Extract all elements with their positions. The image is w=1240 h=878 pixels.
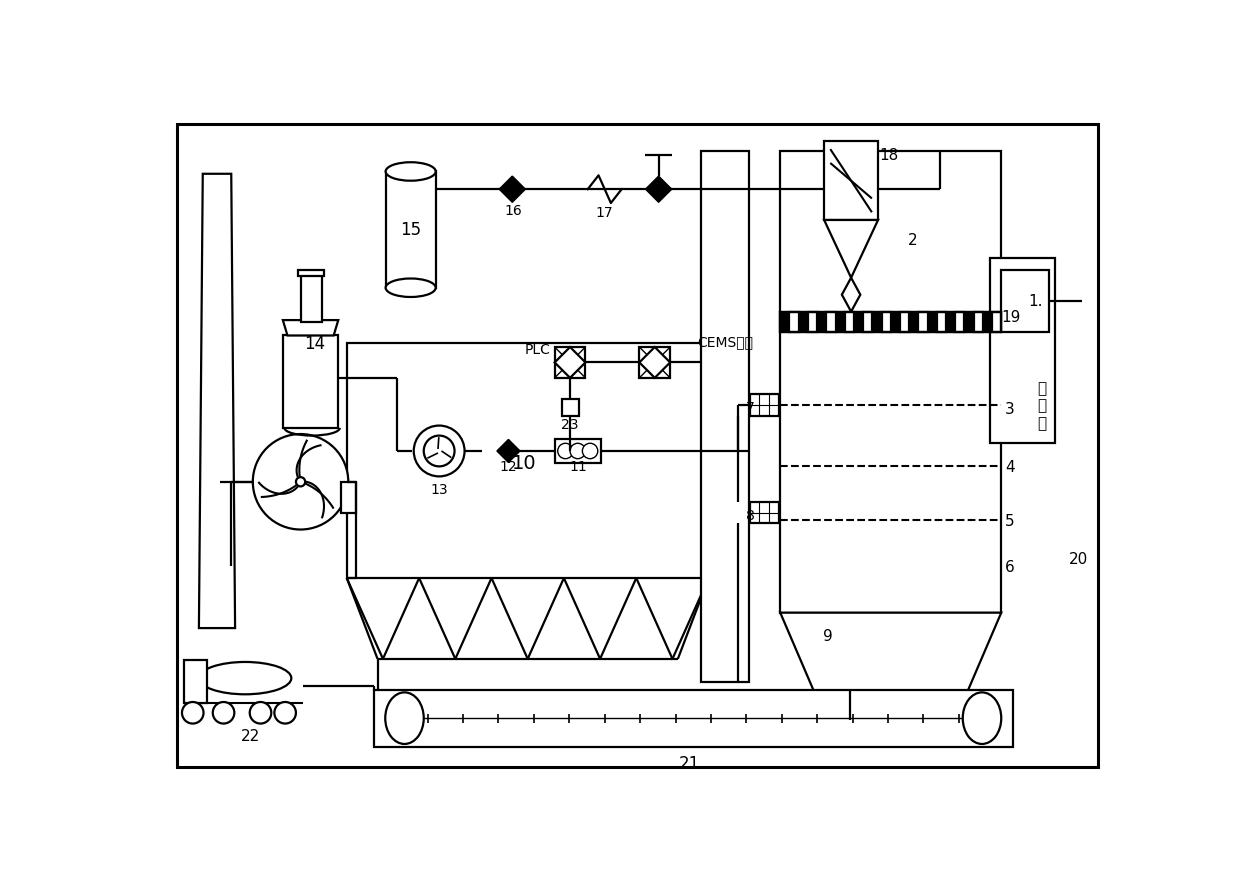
Bar <box>825 142 878 220</box>
Text: 14: 14 <box>304 335 325 353</box>
Bar <box>990 259 1055 443</box>
Polygon shape <box>283 320 339 336</box>
Bar <box>919 313 928 332</box>
Bar <box>826 313 836 332</box>
Text: 4: 4 <box>1006 459 1014 474</box>
Polygon shape <box>825 220 878 278</box>
Text: 7: 7 <box>745 400 754 414</box>
Bar <box>936 313 946 332</box>
Bar <box>992 313 1001 332</box>
Circle shape <box>253 435 348 530</box>
Text: 5: 5 <box>1006 514 1014 529</box>
Bar <box>562 399 579 416</box>
Circle shape <box>182 702 203 723</box>
Bar <box>973 313 983 332</box>
Text: 15: 15 <box>401 221 422 239</box>
Bar <box>808 313 817 332</box>
Bar <box>386 172 436 288</box>
Bar <box>300 275 322 322</box>
Text: 19: 19 <box>1001 309 1021 324</box>
Circle shape <box>414 426 465 477</box>
Polygon shape <box>198 175 236 629</box>
Bar <box>882 313 890 332</box>
Bar <box>844 313 854 332</box>
Text: PLC: PLC <box>525 343 551 357</box>
Text: 9: 9 <box>823 629 833 644</box>
Text: CEMS数据: CEMS数据 <box>697 335 753 349</box>
Bar <box>900 313 909 332</box>
Bar <box>341 482 356 513</box>
Circle shape <box>274 702 296 723</box>
Polygon shape <box>500 176 512 203</box>
Text: 净
烟
气: 净 烟 气 <box>1038 380 1047 430</box>
Bar <box>750 394 780 416</box>
Text: 1.: 1. <box>1028 294 1043 309</box>
Circle shape <box>583 443 598 459</box>
Text: 13: 13 <box>430 483 448 497</box>
Text: 16: 16 <box>505 204 522 218</box>
Polygon shape <box>658 176 672 203</box>
Text: 8: 8 <box>745 508 754 522</box>
Polygon shape <box>640 348 670 378</box>
Bar <box>184 660 207 703</box>
Ellipse shape <box>386 693 424 745</box>
Polygon shape <box>842 278 861 313</box>
Text: 17: 17 <box>595 206 613 220</box>
Circle shape <box>570 443 585 459</box>
Polygon shape <box>508 440 520 463</box>
Bar <box>640 348 670 378</box>
Ellipse shape <box>962 693 1001 745</box>
Bar <box>1001 270 1049 332</box>
Polygon shape <box>646 176 658 203</box>
Text: 23: 23 <box>562 418 579 432</box>
Bar <box>347 344 708 579</box>
Text: 20: 20 <box>1069 551 1087 566</box>
Text: 3: 3 <box>1006 401 1014 417</box>
Circle shape <box>424 436 455 467</box>
Text: 21: 21 <box>678 754 701 772</box>
Text: 6: 6 <box>1006 559 1014 574</box>
Text: 12: 12 <box>500 460 517 474</box>
Circle shape <box>213 702 234 723</box>
Bar <box>955 313 965 332</box>
Bar <box>780 313 1001 332</box>
Polygon shape <box>554 348 585 378</box>
Circle shape <box>296 478 305 486</box>
Bar <box>863 313 872 332</box>
Text: 18: 18 <box>879 148 898 162</box>
Bar <box>780 152 1001 613</box>
Bar <box>554 348 585 378</box>
Bar <box>701 152 749 682</box>
Bar <box>790 313 799 332</box>
Bar <box>299 270 325 277</box>
Ellipse shape <box>386 163 435 182</box>
Polygon shape <box>497 440 508 463</box>
Bar <box>554 440 601 463</box>
Circle shape <box>249 702 272 723</box>
Text: 22: 22 <box>241 729 260 744</box>
Text: 10: 10 <box>512 454 536 472</box>
Ellipse shape <box>198 662 291 694</box>
Bar <box>780 313 1001 332</box>
Polygon shape <box>780 613 1001 721</box>
Bar <box>373 690 1013 747</box>
Text: 2: 2 <box>908 233 918 248</box>
Circle shape <box>558 443 573 459</box>
Polygon shape <box>512 176 526 203</box>
Bar <box>283 336 339 428</box>
Bar <box>750 502 780 524</box>
Text: 11: 11 <box>569 460 588 474</box>
Ellipse shape <box>386 279 435 298</box>
